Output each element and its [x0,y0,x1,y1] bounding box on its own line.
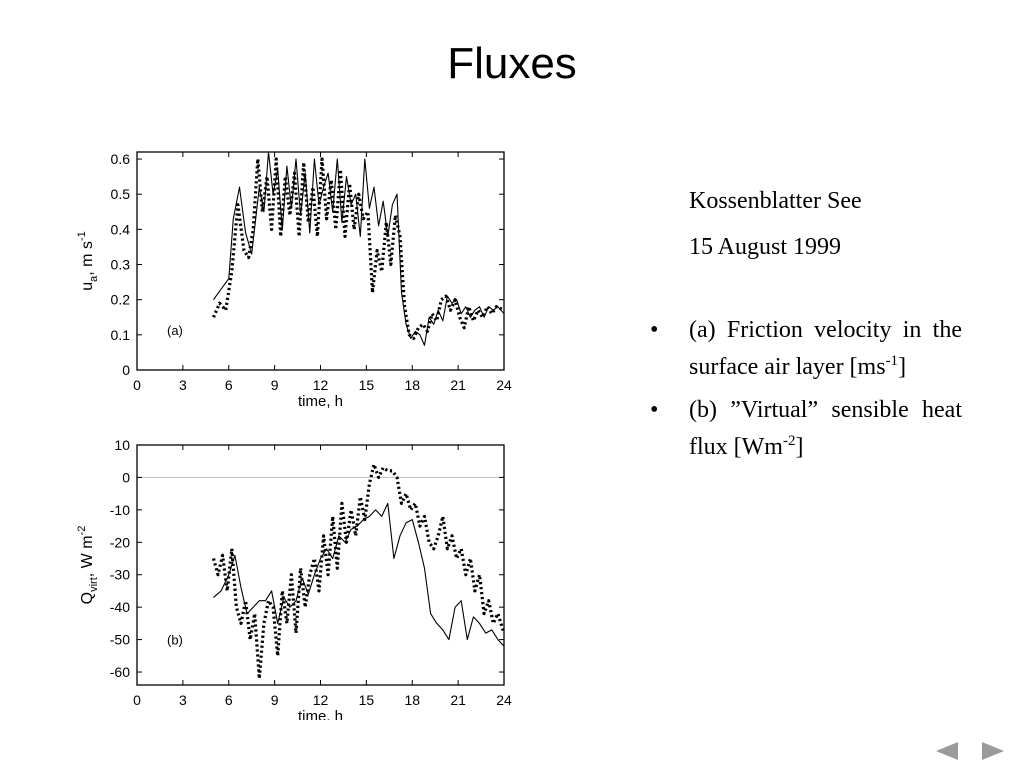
y-tick-label: -20 [110,534,130,550]
caption-block: Kossenblatter See 15 August 1999 [689,178,862,270]
bullet-superscript: -2 [782,433,796,449]
plot-frame [136,151,505,371]
x-tick-label: 21 [450,377,466,393]
y-tick-label: 0.3 [111,257,131,273]
y-axis-label-tail: , W m [79,535,96,577]
series-line-solid [213,502,505,647]
y-axis-label-sup: -1 [76,231,88,241]
plot-frame [136,444,505,686]
y-tick-label: 0.5 [111,186,131,202]
x-tick-label: 18 [404,692,420,708]
bullet-text: (a) Friction velocity in the surface air… [689,317,962,380]
x-tick-label: 9 [271,377,279,393]
panel-label: (a) [167,323,183,338]
location-text: Kossenblatter See [689,188,862,214]
y-axis-label-sub: virt [88,577,100,592]
previous-slide-button[interactable] [936,742,958,760]
y-axis-label-base: Q [79,592,96,604]
x-axis-label: time, h [298,708,343,720]
charts-figure: 0 3 6 9 12 15 18 21 24 0 0.1 0.2 0.3 0.4 0.5 0.6 time, h… [40,140,520,725]
y-axis-label: ua, m s-1 [76,231,100,290]
series-line-dotted [211,462,506,681]
slide-nav [936,742,1004,760]
y-tick-label: 10 [114,437,130,453]
next-slide-button[interactable] [982,742,1004,760]
x-tick-label: 0 [133,692,141,708]
bullet-text: (b) ”Virtual” sensible heat flux [Wm [689,397,962,460]
y-tick-label: -50 [110,632,130,648]
x-tick-label: 12 [313,377,329,393]
x-tick-label: 6 [225,377,233,393]
panel-label: (b) [167,633,183,648]
x-tick-label: 0 [133,377,141,393]
x-tick-label: 21 [450,692,466,708]
x-tick-label: 24 [496,692,512,708]
y-axis-label-sub: a [88,275,100,282]
slide-title: Fluxes [447,39,577,88]
y-axis-label-tail: , m s [79,241,96,276]
bullet-text: ] [898,354,907,380]
y-tick-label: -30 [110,567,130,583]
x-tick-label: 12 [313,692,329,708]
bullet-superscript: -1 [885,353,899,369]
x-axis-label: time, h [298,393,343,410]
y-tick-label: 0 [122,362,130,378]
bullet-marker: • [650,397,659,423]
date-text: 15 August 1999 [689,234,842,260]
bullet-marker: • [650,317,659,343]
x-tick-label: 3 [179,692,187,708]
y-tick-label: 0.4 [111,221,131,237]
next-arrow-icon [982,742,1004,760]
x-tick-label: 15 [359,377,375,393]
y-axis-label: Qvirt, W m-2 [76,526,100,605]
y-tick-label: -40 [110,599,130,615]
prev-arrow-icon [936,742,958,760]
y-tick-label: 0.6 [111,151,131,167]
x-tick-label: 3 [179,377,187,393]
series-line-solid [213,151,505,346]
bullet-item: • (b) ”Virtual” sensible heat flux [Wm-2] [650,392,962,466]
x-tick-label: 24 [496,377,512,393]
y-tick-label: -10 [110,502,130,518]
x-tick-label: 18 [404,377,420,393]
x-tick-label: 9 [271,692,279,708]
series-line-dotted [212,157,505,340]
charts-svg: 0 3 6 9 12 15 18 21 24 0 0.1 0.2 0.3 0.4 0.5 0.6 time, h… [76,151,512,725]
y-tick-label: 0.1 [111,327,131,343]
chart-panel-0: 0 3 6 9 12 15 18 21 24 0 0.1 0.2 0.3 0.4 0.5 0.6 time, h… [76,151,512,410]
y-tick-label: 0.2 [111,292,131,308]
y-axis-label-base: u [79,282,96,291]
x-tick-label: 6 [225,692,233,708]
y-tick-label: 0 [122,469,130,485]
bullet-item: • (a) Friction velocity in the surface ai… [650,312,962,386]
bullet-text: ] [795,434,804,460]
chart-panel-1: 0 3 6 9 12 15 18 21 24 10 0 -10 -20 -30 -40 -50 -60 time,… [76,437,512,725]
x-tick-label: 15 [359,692,375,708]
y-axis-label-sup: -2 [76,526,88,536]
bullet-list: • (a) Friction velocity in the surface ai… [650,312,962,472]
y-tick-label: -60 [110,664,130,680]
